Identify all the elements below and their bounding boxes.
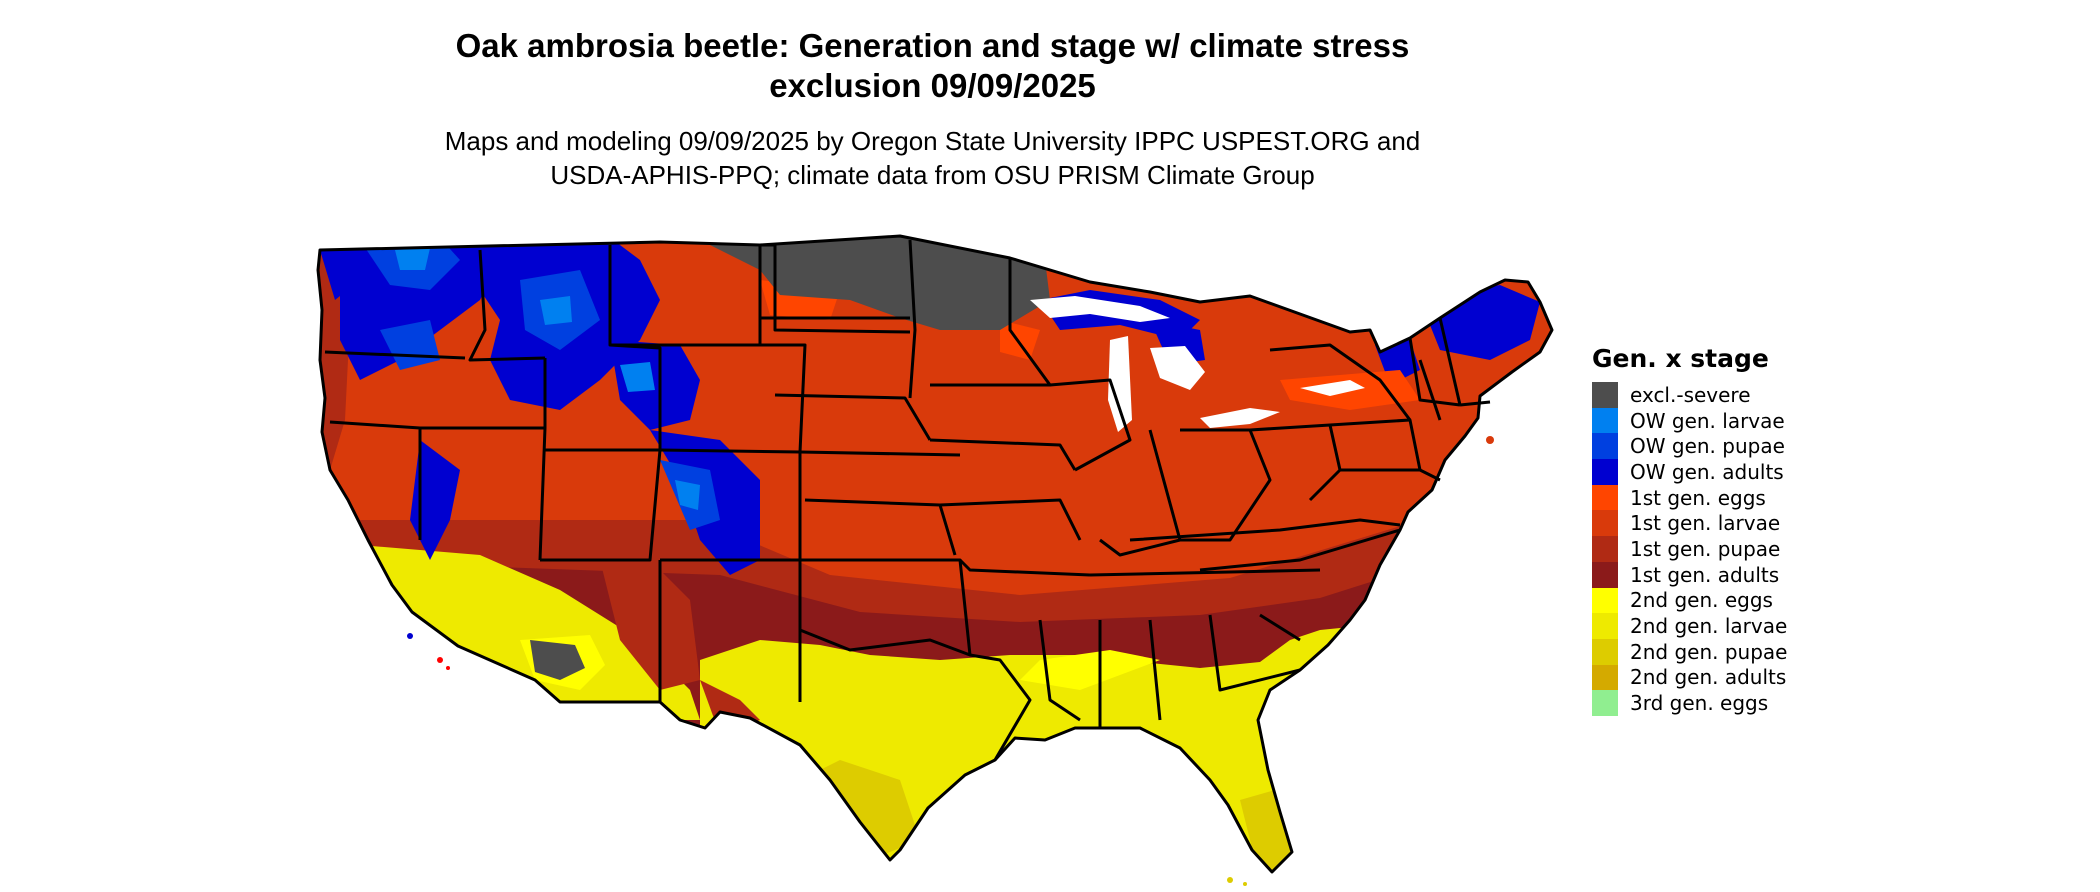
legend-label: 2nd gen. eggs — [1630, 588, 1773, 613]
region-excl-severe-arizona — [530, 640, 585, 680]
map-title-line-2: exclusion 09/09/2025 — [769, 67, 1096, 104]
legend-swatch — [1592, 613, 1618, 639]
region-2nd-gen-eggs — [1020, 650, 1160, 690]
legend-item: 1st gen. adults — [1592, 561, 1787, 588]
region-1st-gen-pupae-arizona — [600, 560, 700, 690]
region-ow-gen-larvae — [395, 248, 700, 510]
legend-item: 2nd gen. pupae — [1592, 638, 1788, 665]
map-subtitle-line-2: USDA-APHIS-PPQ; climate data from OSU PR… — [550, 160, 1315, 190]
map-subtitle-line-1: Maps and modeling 09/09/2025 by Oregon S… — [444, 126, 1421, 156]
map-title: Oak ambrosia beetle: Generation and stag… — [350, 26, 1515, 106]
legend-title: Gen. x stage — [1592, 344, 1769, 373]
legend-label: 1st gen. adults — [1630, 562, 1780, 587]
legend-label: 2nd gen. adults — [1630, 665, 1787, 690]
legend-swatch — [1592, 690, 1618, 716]
legend-item: 2nd gen. eggs — [1592, 587, 1787, 614]
legend-swatch — [1592, 536, 1618, 562]
region-2nd-gen-pupae-florida — [1240, 790, 1300, 872]
legend-swatch — [1592, 382, 1618, 408]
great-lakes — [1030, 296, 1365, 432]
legend-label: OW gen. pupae — [1630, 434, 1785, 459]
map-title-line-1: Oak ambrosia beetle: Generation and stag… — [455, 27, 1410, 64]
legend-item: 2nd gen. adults — [1592, 664, 1787, 691]
legend-item: 1st gen. larvae — [1592, 510, 1787, 537]
coastal-islands — [407, 436, 1494, 886]
map-subtitle: Maps and modeling 09/09/2025 by Oregon S… — [350, 124, 1515, 192]
legend-item: excl.-severe — [1592, 382, 1787, 408]
legend-label: OW gen. adults — [1630, 459, 1784, 484]
legend-label: OW gen. larvae — [1630, 408, 1785, 433]
state-borders — [316, 234, 1554, 874]
legend-item: 1st gen. pupae — [1592, 536, 1787, 562]
legend-swatch — [1592, 407, 1618, 434]
legend-items: excl.-severe OW gen. larvae OW gen. pupae O… — [1592, 382, 1787, 716]
legend-label: 2nd gen. larvae — [1630, 614, 1788, 639]
legend-item: 3rd gen. eggs — [1592, 690, 1787, 716]
legend-label: 1st gen. pupae — [1630, 536, 1781, 561]
legend-label: 1st gen. eggs — [1630, 485, 1766, 510]
region-2nd-gen-larvae-southwest — [318, 540, 700, 720]
legend-item: 2nd gen. larvae — [1592, 613, 1787, 639]
legend-label: 1st gen. larvae — [1630, 511, 1781, 536]
legend-swatch — [1592, 587, 1618, 614]
us-phenology-map — [316, 234, 1554, 886]
legend-swatch — [1592, 510, 1618, 537]
legend-swatch — [1592, 561, 1618, 588]
legend-label: excl.-severe — [1630, 382, 1751, 407]
legend: Gen. x stage excl.-severe OW gen. larvae O… — [1592, 344, 1787, 716]
legend-item: OW gen. adults — [1592, 459, 1787, 485]
legend-item: 1st gen. eggs — [1592, 484, 1787, 511]
legend-swatch — [1592, 484, 1618, 511]
legend-item: OW gen. larvae — [1592, 407, 1787, 434]
legend-label: 3rd gen. eggs — [1630, 691, 1769, 716]
legend-swatch — [1592, 638, 1618, 665]
legend-item: OW gen. pupae — [1592, 433, 1787, 460]
legend-swatch — [1592, 433, 1618, 460]
legend-swatch — [1592, 459, 1618, 485]
legend-label: 2nd gen. pupae — [1630, 639, 1788, 664]
legend-swatch — [1592, 664, 1618, 691]
